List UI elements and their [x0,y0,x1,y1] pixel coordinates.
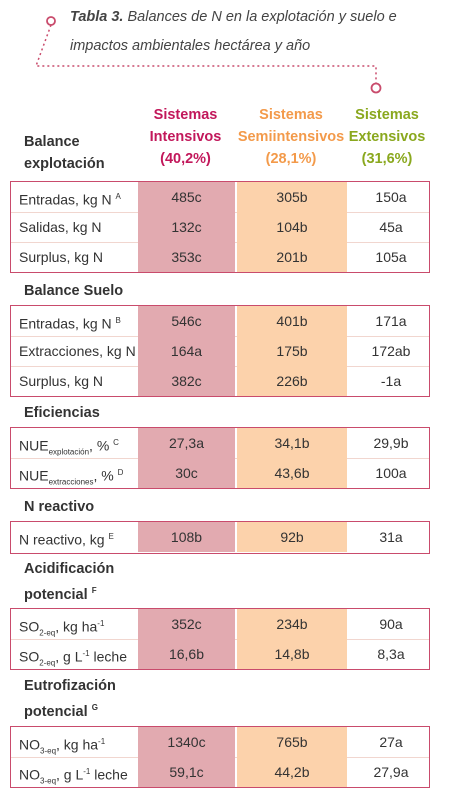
row-label: NUEextracciones, % D [19,467,124,487]
table-eficiencias: NUEexplotación, % C 27,3a 34,1b 29,9b NU… [10,427,430,489]
table-n-reactivo: N reactivo, kg E 108b 92b 31a [10,521,430,554]
table-row: NO3-eq, g L-1 leche 59,1c 44,2b 27,9a [11,757,429,787]
cell-semi: 234b [237,609,347,639]
cell-extensive: 171a [375,313,407,329]
cell-semi: 43,6b [237,458,347,488]
table-title-line-2: impactos ambientales hectárea y año [70,38,311,54]
cell-semi: 201b [237,242,347,272]
section-title-eficiencias: Eficiencias [24,405,100,421]
cell-semi: 34,1b [237,428,347,458]
table-row: NO3-eq, kg ha-1 1340c 765b 27a [11,727,429,757]
cell-intensive: 16,6b [138,639,235,669]
table-row: N reactivo, kg E 108b 92b 31a [11,522,429,552]
section-title-balance-explotacion: Balance explotación [24,134,105,172]
cell-extensive: 8,3a [377,646,405,662]
cell-extensive: 45a [379,219,403,235]
cell-semi: 92b [237,522,347,552]
table-balance-suelo: Entradas, kg N B 546c 401b 171a Extracci… [10,305,430,397]
row-label: Surplus, kg N [19,373,104,389]
cell-extensive: 31a [379,529,403,545]
row-label: Salidas, kg N [19,219,102,235]
cell-intensive: 59,1c [138,757,235,787]
cell-intensive: 352c [138,609,235,639]
cell-extensive: 172ab [371,343,411,359]
cell-intensive: 353c [138,242,235,272]
table-eutrofizacion: NO3-eq, kg ha-1 1340c 765b 27a NO3-eq, g… [10,726,430,788]
column-header-semi: Sistemas Semiintensivos (28,1%) [237,107,345,167]
section-title-eutrofizacion: Eutrofización potencial G [24,678,116,720]
cell-intensive: 108b [138,522,235,552]
title-connector-decoration [34,16,382,94]
row-label: SO2-eq, g L-1 leche [19,648,127,668]
cell-semi: 14,8b [237,639,347,669]
cell-intensive: 1340c [138,727,235,757]
row-label: NUEexplotación, % C [19,437,119,457]
cell-semi: 44,2b [237,757,347,787]
row-label: NO3-eq, g L-1 leche [19,766,128,786]
table-title-line-1: Tabla 3. Balances de N en la explotación… [70,9,397,25]
table-row: Surplus, kg N 353c 201b 105a [11,242,429,272]
cell-intensive: 382c [138,366,235,396]
row-label: NO3-eq, kg ha-1 [19,736,106,756]
cell-semi: 226b [237,366,347,396]
table-row: Surplus, kg N 382c 226b -1a [11,366,429,396]
section-title-acidificacion: Acidificación potencial F [24,561,115,603]
cell-extensive: 27a [379,734,403,750]
row-label: Entradas, kg N B [19,315,121,332]
cell-semi: 401b [237,306,347,336]
cell-intensive: 164a [138,336,235,366]
table-row: Salidas, kg N 132c 104b 45a [11,212,429,242]
cell-intensive: 27,3a [138,428,235,458]
row-label: Extracciones, kg N [19,343,136,359]
section-title-balance-suelo: Balance Suelo [24,283,124,299]
column-header-intensive: Sistemas Intensivos (40,2%) [149,107,222,167]
cell-intensive: 485c [138,182,235,212]
table-row: Entradas, kg N B 546c 401b 171a [11,306,429,336]
cell-intensive: 546c [138,306,235,336]
table-acidificacion: SO2-eq, kg ha-1 352c 234b 90a SO2-eq, g … [10,608,430,670]
cell-semi: 765b [237,727,347,757]
cell-extensive: 27,9a [373,764,409,780]
table-row: NUEexplotación, % C 27,3a 34,1b 29,9b [11,428,429,458]
row-label: Entradas, kg N A [19,191,121,208]
row-label: N reactivo, kg E [19,531,114,548]
table-balance-explotacion: Entradas, kg N A 485c 305b 150a Salidas,… [10,181,430,273]
table-row: SO2-eq, kg ha-1 352c 234b 90a [11,609,429,639]
column-header-extensive: Sistemas Extensivos (31,6%) [348,107,426,167]
cell-semi: 175b [237,336,347,366]
cell-extensive: 105a [375,249,407,265]
cell-extensive: -1a [380,373,402,389]
cell-extensive: 100a [375,465,407,481]
cell-semi: 305b [237,182,347,212]
cell-extensive: 150a [375,189,407,205]
row-label: Surplus, kg N [19,249,104,265]
cell-intensive: 132c [138,212,235,242]
row-label: SO2-eq, kg ha-1 [19,618,105,638]
cell-extensive: 29,9b [373,435,409,451]
table-row: Entradas, kg N A 485c 305b 150a [11,182,429,212]
table-row: Extracciones, kg N 164a 175b 172ab [11,336,429,366]
table-row: NUEextracciones, % D 30c 43,6b 100a [11,458,429,488]
cell-intensive: 30c [138,458,235,488]
cell-extensive: 90a [379,616,403,632]
table-row: SO2-eq, g L-1 leche 16,6b 14,8b 8,3a [11,639,429,669]
cell-semi: 104b [237,212,347,242]
section-title-n-reactivo: N reactivo [24,499,95,515]
